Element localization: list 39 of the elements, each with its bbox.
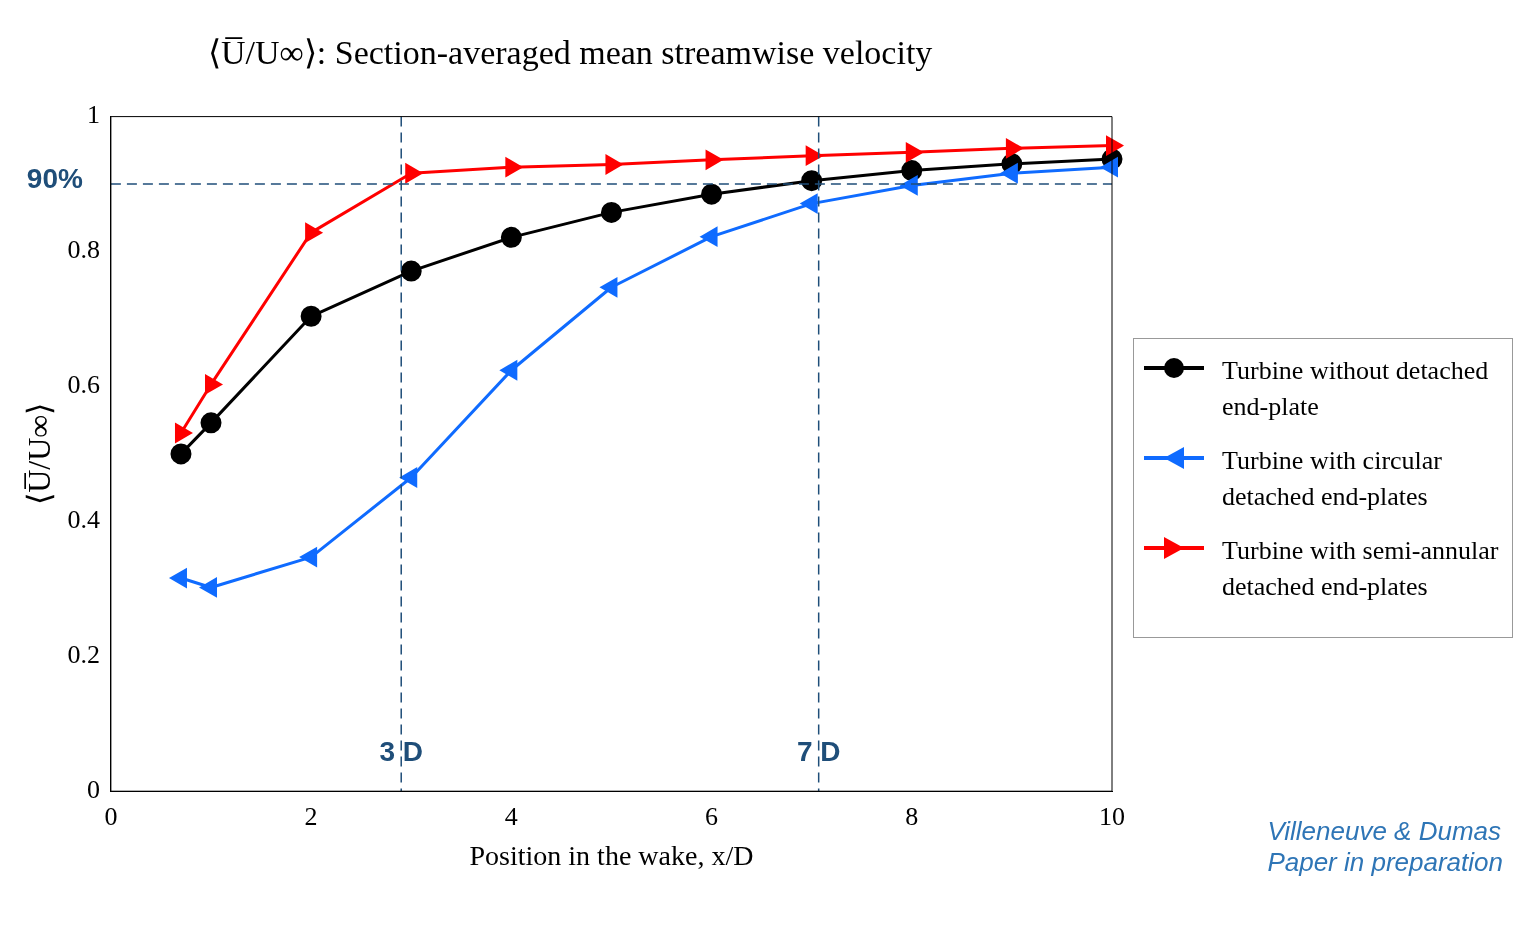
point [300,547,318,567]
ref-line-label: 3 D [379,735,424,767]
chart-title: ⟨U̅/U∞⟩: Section-averaged mean streamwise velocity [208,33,934,73]
legend-label: Turbine with circular detached end-plates [1222,445,1443,513]
x-tick-label: 10 [1099,801,1125,831]
point [905,143,923,162]
point [1005,139,1023,158]
text: Villeneuve & Dumas [1267,816,1503,847]
x-tick-label: 2 [304,801,318,831]
point [1106,136,1123,155]
point [500,360,518,380]
y-tick-label: 0.8 [67,235,100,265]
x-tick-label: 8 [905,801,919,831]
y-tick-label: 0.2 [67,640,100,670]
x-tick-label: 4 [504,801,518,831]
point [200,578,218,597]
point [400,468,418,487]
legend-label: Turbine without detached end-plate [1222,355,1490,423]
point [701,183,723,205]
point [600,201,622,223]
point [500,226,522,248]
y-tick-label: 1 [86,100,100,130]
legend-label: Turbine with semi-annular detached end-plates [1222,535,1500,603]
ref-line-label: 7 D [796,735,841,767]
text: Paper in preparation [1267,847,1503,878]
point [170,443,192,465]
point [901,160,923,182]
y-axis-title: ⟨U̅/U∞⟩ [20,402,57,505]
point [170,568,187,588]
y-tick-label: 0.4 [67,505,100,535]
point [300,305,322,327]
point [200,412,222,434]
ref-line-label: 90% [26,162,83,194]
point [805,146,823,166]
x-axis-title: Position in the wake, x/D [469,839,754,871]
x-tick-label: 6 [705,801,719,831]
y-tick-label: 0 [86,775,100,805]
point [400,260,422,282]
y-tick-label: 0.6 [67,370,100,400]
